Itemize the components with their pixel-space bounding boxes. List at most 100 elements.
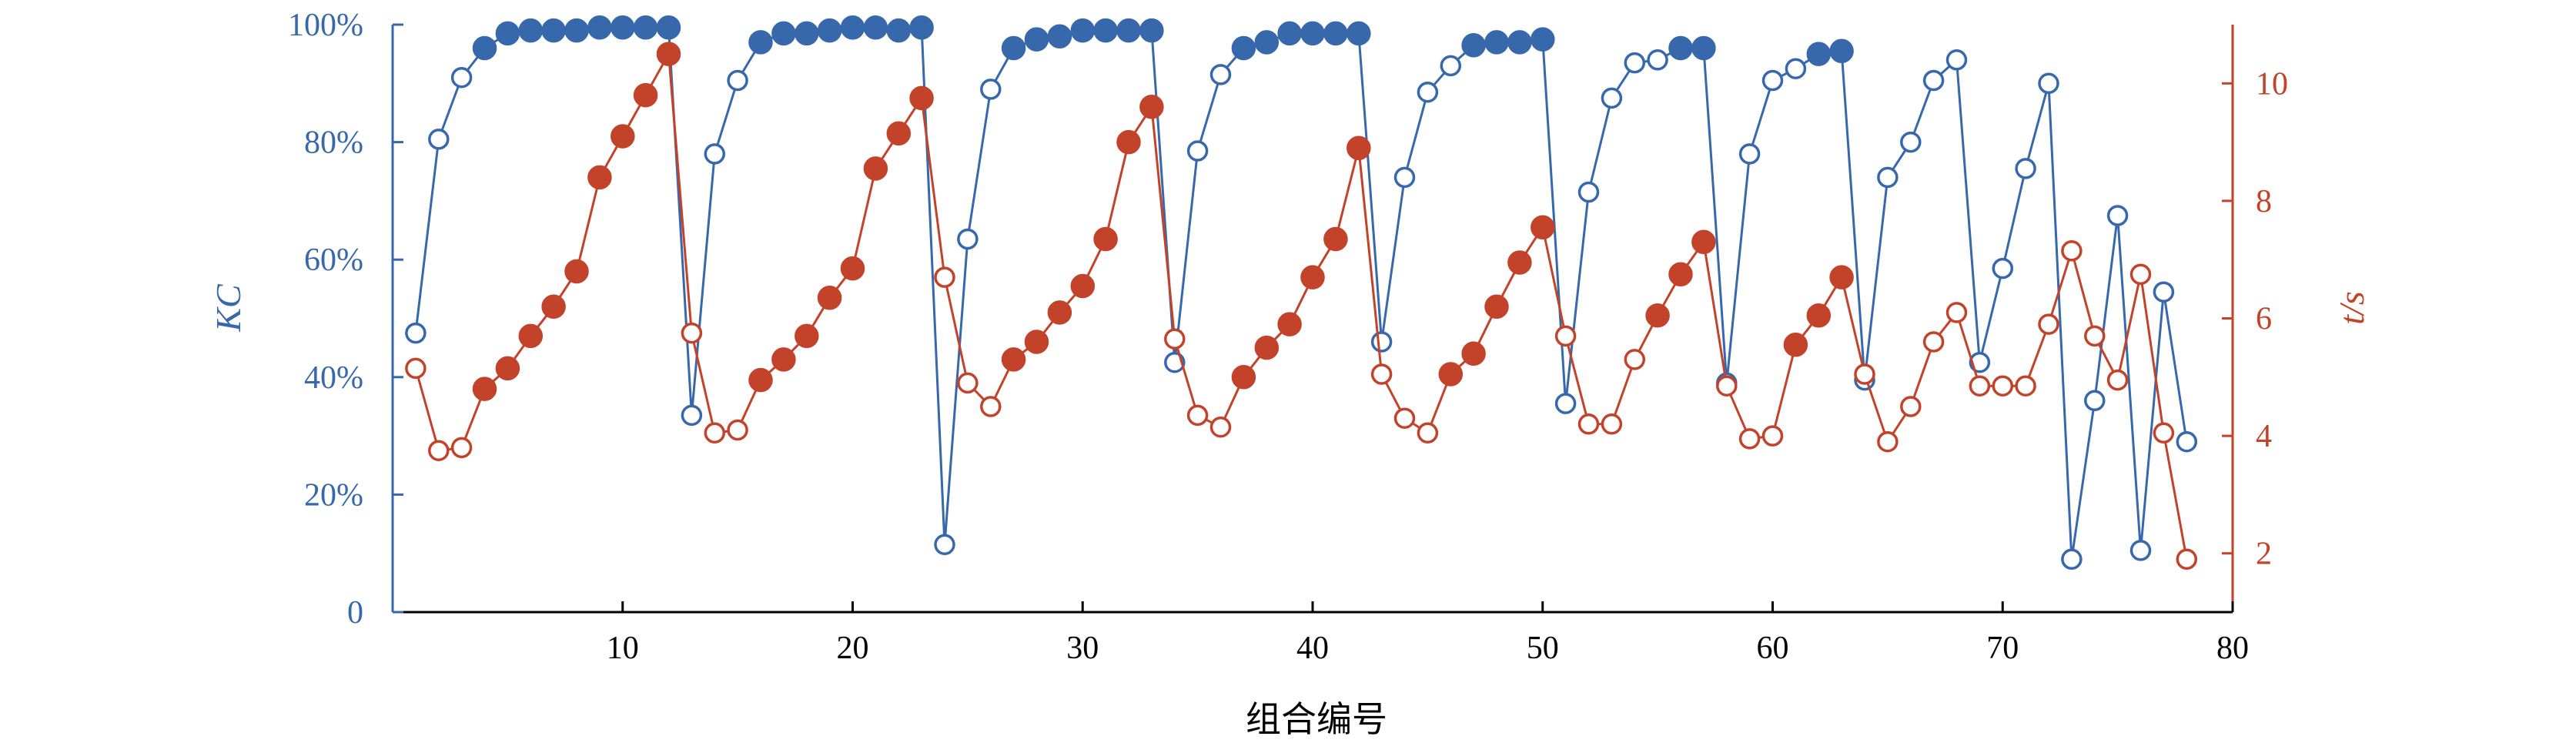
time-point [886, 121, 912, 146]
time-point [1829, 265, 1854, 290]
time-point [748, 367, 773, 393]
time-point [1186, 404, 1209, 427]
time-point [611, 124, 635, 149]
time-point [1393, 407, 1416, 429]
kc-point [817, 18, 842, 43]
time-point [1900, 396, 1922, 417]
time-point [1300, 265, 1325, 290]
kc-point [1484, 30, 1509, 55]
time-point [1070, 273, 1096, 299]
time-point [1668, 262, 1693, 287]
kc-point [1624, 52, 1646, 74]
kc-point [541, 18, 566, 43]
time-point [1645, 303, 1670, 328]
kc-point [1024, 27, 1049, 52]
time-series [405, 42, 2198, 571]
time-point [1783, 333, 1808, 357]
kc-point [2106, 205, 2129, 226]
kc-point [2129, 540, 2152, 561]
kc-point [518, 18, 544, 43]
time-point [727, 419, 748, 441]
time-point [656, 42, 681, 66]
kc-point [909, 15, 934, 40]
kc-point [1969, 351, 1991, 373]
kc-point [704, 143, 726, 165]
kc-point [1531, 27, 1555, 52]
series [405, 15, 2198, 571]
time-point [633, 82, 658, 108]
kc-point [681, 404, 703, 427]
left-y-tick-label: 60% [304, 243, 363, 278]
time-point [450, 437, 473, 459]
left-y-tick-label: 40% [304, 360, 363, 396]
kc-point [2153, 281, 2175, 303]
kc-point [934, 534, 955, 556]
time-point [2061, 240, 2083, 262]
left-y-tick-label: 100% [288, 8, 363, 43]
time-point [1601, 413, 1623, 435]
kc-point [633, 15, 658, 40]
kc-point [1554, 393, 1577, 414]
kc-point [1347, 21, 1371, 46]
time-point [564, 259, 589, 284]
time-point [863, 156, 888, 181]
time-point [934, 266, 955, 288]
time-line [414, 50, 2188, 560]
kc-point [1047, 24, 1072, 49]
kc-point [886, 18, 912, 43]
time-point [1992, 375, 2014, 397]
time-point [1139, 95, 1164, 119]
kc-point [2038, 72, 2059, 95]
right-y-tick-label: 8 [2256, 184, 2272, 219]
time-point [909, 85, 934, 111]
kc-point [1323, 21, 1348, 46]
time-point [1277, 312, 1302, 336]
time-point [405, 357, 427, 380]
time-point [1738, 428, 1761, 450]
kc-point [428, 129, 450, 150]
axes [391, 23, 2234, 614]
x-tick-label: 40 [1296, 631, 1329, 666]
time-point [1461, 341, 1486, 366]
x-tick-label: 50 [1527, 631, 1559, 666]
right-y-tick-label: 2 [2256, 537, 2272, 572]
time-point [957, 372, 979, 394]
time-point [1854, 363, 1875, 385]
kc-point [1254, 30, 1280, 55]
kc-point [1806, 42, 1832, 66]
time-point [1922, 331, 1945, 353]
time-point [2084, 325, 2106, 347]
x-tick-label: 10 [607, 631, 639, 666]
kc-point [2015, 158, 2036, 179]
time-point [1507, 250, 1532, 275]
labels: 10 20 30 40 50 60 70 80 0 20% 40% 60% 80% 100% 2 4 6 8 10 组… [209, 8, 2371, 740]
time-point [1209, 416, 1232, 438]
time-point [2015, 375, 2036, 397]
time-point [1438, 362, 1464, 387]
time-point [541, 294, 566, 319]
time-point [587, 165, 612, 190]
kc-point [1738, 143, 1761, 165]
kc-point [1417, 81, 1439, 103]
time-point [1531, 215, 1555, 239]
kc-line [414, 26, 2188, 560]
kc-point [1393, 166, 1416, 189]
left-y-tick-label: 0 [347, 595, 363, 631]
x-tick-label: 70 [1986, 631, 2019, 666]
kc-point [980, 79, 1002, 100]
kc-point [472, 35, 497, 61]
time-point [2153, 422, 2175, 444]
time-point [1761, 425, 1784, 447]
kc-point [957, 228, 979, 250]
time-point [2176, 548, 2198, 571]
left-y-tick-label: 20% [304, 477, 363, 513]
time-point [1093, 226, 1118, 252]
kc-point [748, 30, 773, 55]
time-point [518, 323, 544, 349]
time-point [1624, 349, 1646, 370]
kc-point [771, 21, 796, 46]
time-point [1969, 375, 1991, 397]
kc-point [1070, 18, 1096, 43]
time-point [1001, 347, 1026, 372]
